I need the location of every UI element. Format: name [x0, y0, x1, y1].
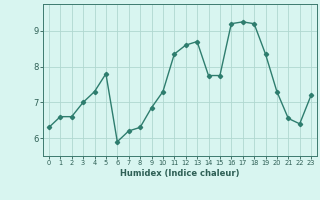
X-axis label: Humidex (Indice chaleur): Humidex (Indice chaleur) [120, 169, 240, 178]
